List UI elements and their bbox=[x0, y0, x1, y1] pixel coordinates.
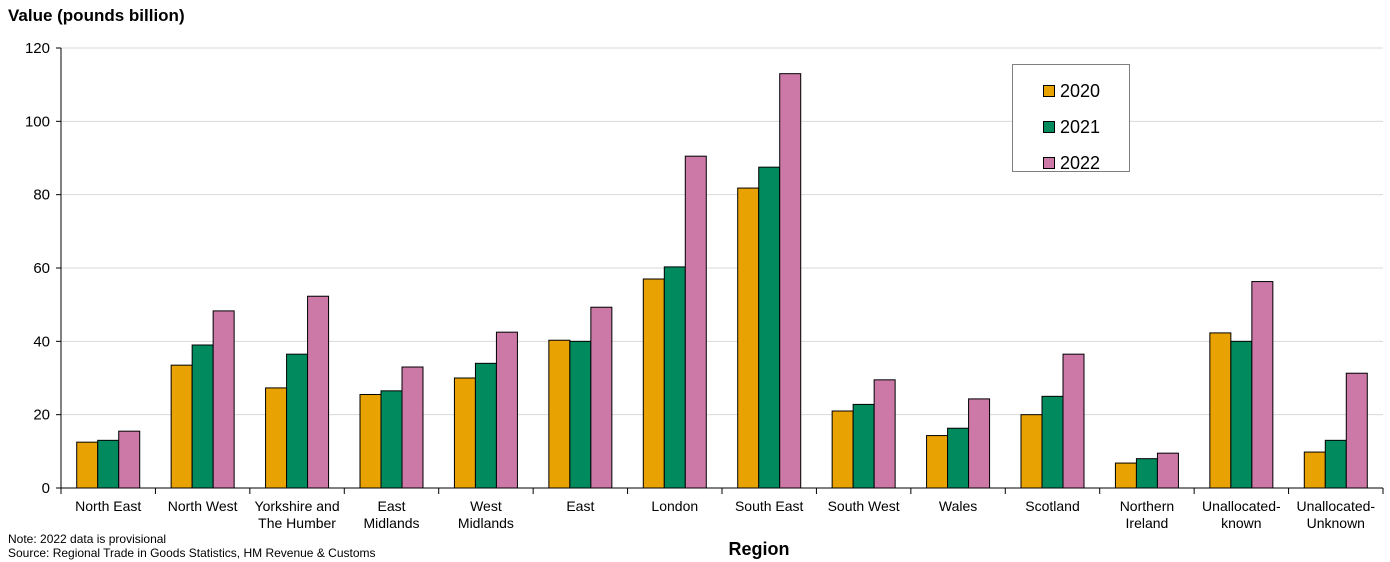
y-tick-label: 0 bbox=[42, 480, 50, 497]
bar bbox=[684, 155, 707, 489]
bar bbox=[1303, 451, 1326, 489]
bar bbox=[1230, 340, 1253, 489]
bar bbox=[1251, 281, 1274, 489]
x-tick-label-line: Midlands bbox=[363, 515, 419, 531]
y-tick-label: 60 bbox=[33, 260, 50, 277]
x-tick-label: South West bbox=[828, 498, 900, 514]
bar bbox=[968, 398, 991, 489]
bar bbox=[1324, 439, 1347, 489]
legend-label-2020: 2020 bbox=[1060, 80, 1101, 101]
x-tick-label-line: North West bbox=[168, 498, 238, 514]
bar bbox=[97, 439, 120, 489]
bar bbox=[1156, 452, 1179, 489]
x-tick-label-line: North East bbox=[75, 498, 141, 514]
bar bbox=[401, 366, 424, 489]
y-tick-label: 120 bbox=[25, 40, 50, 57]
bar bbox=[495, 331, 518, 489]
x-axis-label: Region bbox=[728, 539, 790, 559]
bar bbox=[926, 435, 949, 489]
legend-item-2021: 2021 bbox=[1013, 109, 1129, 145]
bar bbox=[307, 295, 330, 489]
y-tick-label: 100 bbox=[25, 113, 50, 130]
x-tick-label: Yorkshire and The Humber bbox=[255, 498, 340, 531]
bar bbox=[947, 427, 970, 489]
x-tick-label: West Midlands bbox=[458, 498, 514, 531]
legend: 2020 2021 2022 bbox=[1012, 64, 1130, 173]
bar bbox=[852, 403, 875, 489]
bar bbox=[359, 394, 382, 489]
x-tick-label: Northern Ireland bbox=[1120, 498, 1174, 531]
footnotes: Note: 2022 data is provisional Source: R… bbox=[8, 532, 376, 560]
bar bbox=[1020, 414, 1043, 489]
bar bbox=[1135, 458, 1158, 489]
x-tick-label-line: Unknown bbox=[1307, 515, 1365, 531]
x-tick-label: Unallocated-known bbox=[1202, 498, 1281, 531]
bar bbox=[1345, 372, 1368, 489]
source-note: Source: Regional Trade in Goods Statisti… bbox=[8, 546, 376, 560]
y-tick-label: 20 bbox=[33, 407, 50, 424]
bar bbox=[453, 377, 476, 489]
x-tick-label: Scotland bbox=[1025, 498, 1079, 514]
x-tick-label-line: South East bbox=[735, 498, 804, 514]
x-tick-label-line: Northern bbox=[1120, 498, 1174, 514]
y-axis-label: Value (pounds billion) bbox=[8, 6, 185, 25]
bar bbox=[474, 362, 497, 489]
x-tick-label-line: The Humber bbox=[258, 515, 336, 531]
provisional-note: Note: 2022 data is provisional bbox=[8, 532, 167, 546]
x-tick-label: East bbox=[566, 498, 594, 514]
legend-item-2020: 2020 bbox=[1013, 73, 1129, 109]
bar bbox=[779, 73, 802, 489]
bar bbox=[380, 390, 403, 489]
x-tick-label-line: South West bbox=[828, 498, 900, 514]
x-tick-label: London bbox=[651, 498, 698, 514]
x-tick-label-line: West bbox=[470, 498, 502, 514]
legend-swatch-2021 bbox=[1043, 121, 1055, 133]
bar bbox=[118, 430, 141, 489]
bar bbox=[663, 266, 686, 489]
x-tick-label: East Midlands bbox=[363, 498, 419, 531]
bar bbox=[873, 379, 896, 489]
bar bbox=[1041, 395, 1064, 489]
x-tick-label-line: known bbox=[1221, 515, 1261, 531]
bar bbox=[1062, 353, 1085, 489]
x-tick-label-line: Scotland bbox=[1025, 498, 1079, 514]
bar bbox=[76, 441, 99, 489]
bar bbox=[831, 410, 854, 489]
x-tick-label-line: Ireland bbox=[1126, 515, 1169, 531]
y-tick-label: 40 bbox=[33, 333, 50, 350]
legend-item-2022: 2022 bbox=[1013, 145, 1129, 181]
x-tick-label-line: Wales bbox=[939, 498, 977, 514]
legend-swatch-2022 bbox=[1043, 157, 1055, 169]
legend-label-2021: 2021 bbox=[1060, 116, 1101, 137]
x-tick-label: Unallocated-Unknown bbox=[1296, 498, 1375, 531]
x-tick-label: North West bbox=[168, 498, 238, 514]
x-tick-label-line: Midlands bbox=[458, 515, 514, 531]
legend-swatch-2020 bbox=[1043, 85, 1055, 97]
bar bbox=[212, 310, 235, 489]
x-tick-label-line: Unallocated- bbox=[1296, 498, 1375, 514]
y-tick-label: 80 bbox=[33, 187, 50, 204]
x-tick-label: South East bbox=[735, 498, 804, 514]
x-tick-label-line: Yorkshire and bbox=[255, 498, 340, 514]
x-tick-label-line: East bbox=[566, 498, 594, 514]
bar bbox=[548, 339, 571, 489]
x-tick-label-line: London bbox=[651, 498, 698, 514]
x-tick-label-line: East bbox=[377, 498, 405, 514]
bar bbox=[191, 344, 214, 489]
bar bbox=[642, 278, 665, 489]
bar bbox=[170, 364, 193, 489]
x-tick-label: North East bbox=[75, 498, 141, 514]
x-tick-label: Wales bbox=[939, 498, 977, 514]
x-tick-label-line: Unallocated- bbox=[1202, 498, 1281, 514]
bar bbox=[265, 387, 288, 489]
bar bbox=[569, 340, 592, 489]
bar bbox=[1209, 332, 1232, 489]
bar bbox=[1114, 462, 1137, 489]
bar bbox=[590, 306, 613, 489]
bar bbox=[286, 353, 309, 489]
bar bbox=[758, 166, 781, 489]
bar bbox=[737, 187, 760, 489]
legend-label-2022: 2022 bbox=[1060, 152, 1101, 173]
